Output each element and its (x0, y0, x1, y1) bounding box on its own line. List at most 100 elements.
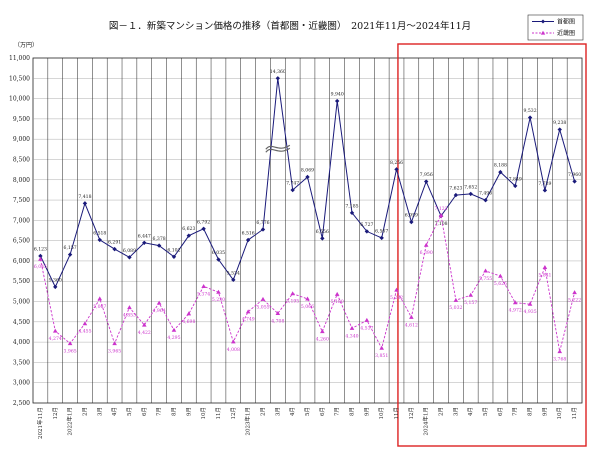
x-tick-label: 2月 (259, 407, 266, 416)
series-0-point (38, 253, 43, 259)
series-1-data-label: 4,612 (405, 322, 418, 328)
x-tick-label: 3月 (452, 407, 459, 416)
series-1-point (52, 328, 58, 333)
x-tick-label: 2024年1月 (422, 407, 430, 436)
x-tick-label: 10月 (378, 407, 385, 420)
series-1-point (527, 301, 533, 306)
series-0-point (468, 191, 473, 197)
series-1-data-label: 5,755 (479, 276, 492, 282)
series-0-data-label: 7,739 (538, 181, 551, 187)
series-0-data-label: 6,447 (138, 233, 151, 239)
x-tick-label: 8月 (170, 407, 177, 416)
x-tick-label: 3月 (274, 407, 281, 416)
series-1-data-label: 5,841 (538, 272, 551, 278)
series-1-data-label: 3,851 (375, 353, 388, 359)
y-tick-label: 8,500 (13, 156, 30, 163)
series-1-data-label: 6,390 (420, 250, 433, 256)
y-axis-unit: （万円） (14, 42, 38, 49)
series-1-point (156, 300, 162, 305)
y-tick-label: 4,000 (13, 339, 30, 346)
x-tick-label: 11月 (571, 407, 578, 420)
x-tick-label: 7月 (512, 407, 519, 416)
series-1-data-label: 5,195 (286, 299, 299, 305)
series-0-point (260, 227, 266, 232)
series-1-data-label: 4,853 (123, 312, 136, 318)
x-tick-label: 2023年1月 (244, 407, 252, 436)
series-1-point (557, 349, 563, 354)
series-0-point (513, 183, 518, 189)
series-0-data-label: 9,940 (331, 92, 344, 98)
series-1-data-label: 4,964 (153, 308, 166, 314)
series-1-point (245, 309, 251, 314)
series-0-point (453, 192, 459, 198)
series-0-point (394, 167, 399, 172)
series-0-point (483, 198, 488, 203)
y-tick-label: 5,500 (13, 278, 30, 285)
series-1-data-label: 4,708 (271, 318, 284, 324)
series-0-data-label: 7,108 (434, 221, 447, 227)
series-1-point (512, 300, 518, 305)
x-tick-label: 6月 (141, 407, 148, 416)
series-0-point (231, 277, 236, 283)
series-0-data-label: 6,378 (153, 236, 166, 242)
series-0-point (245, 237, 251, 243)
series-0-data-label: 7,185 (345, 203, 358, 209)
series-1-point (379, 345, 384, 350)
series-0-data-label: 6,792 (197, 219, 210, 225)
series-1-point (394, 287, 399, 292)
x-tick-label: 4月 (467, 407, 474, 416)
series-1-point (349, 325, 355, 330)
series-0-point (557, 127, 562, 132)
x-tick-label: 9月 (541, 407, 548, 416)
series-0-point (112, 246, 117, 252)
y-tick-label: 3,000 (13, 380, 30, 387)
series-0-data-label: 8,188 (494, 163, 507, 169)
series-0-point (379, 235, 384, 241)
series-1-data-label: 5,626 (494, 281, 507, 287)
series-1-data-label: 4,537 (360, 325, 373, 331)
x-tick-label: 3月 (96, 407, 103, 416)
series-0-point (201, 226, 206, 231)
grid (32, 57, 583, 404)
series-0-point (409, 219, 414, 225)
series-1-point (572, 290, 577, 295)
series-0-point (334, 98, 340, 104)
series-0-data-label: 6,959 (405, 213, 418, 219)
series-1-point (320, 329, 325, 334)
legend-label-series-1: 近畿圏 (557, 29, 575, 37)
highlight-box (397, 43, 587, 447)
x-tick-label: 12月 (230, 407, 237, 420)
series-1-data-label: 4,935 (523, 309, 536, 315)
series-0-data-label: 6,623 (182, 226, 195, 232)
series-0-point (53, 284, 58, 290)
series-1-data-label: 4,295 (167, 335, 180, 341)
series-0-point (142, 240, 147, 245)
series-0-data-label: 6,123 (34, 246, 47, 252)
plot-frame (32, 57, 583, 404)
y-tick-label: 11,000 (9, 55, 30, 62)
series-1-point (82, 321, 88, 326)
series-0-point (364, 229, 370, 234)
series-0-point (572, 179, 577, 184)
series-1-data-label: 4,340 (345, 333, 358, 339)
x-tick-label: 2月 (438, 407, 445, 416)
series-1-data-label: 4,008 (227, 347, 240, 353)
series-1-point (275, 310, 281, 315)
legend-box (527, 14, 584, 41)
y-tick-label: 7,000 (13, 217, 30, 224)
series-1-data-label: 3,965 (108, 349, 121, 355)
series-1-point (483, 268, 488, 273)
legend-marker-series-0 (541, 19, 545, 24)
series-0-point (127, 255, 132, 260)
y-tick-label: 9,500 (13, 116, 30, 123)
series-1-data-label: 4,455 (78, 329, 91, 335)
series-0-data-label: 9,238 (553, 120, 566, 126)
x-tick-label: 6月 (497, 407, 504, 416)
series-0-data-label: 5,360 (49, 277, 62, 283)
series-1-point (364, 317, 370, 322)
series-0-data-label: 5,534 (227, 270, 240, 276)
x-tick-label: 10月 (200, 407, 207, 420)
series-1-point (423, 242, 429, 247)
series-0-data-label: 7,623 (449, 186, 462, 192)
